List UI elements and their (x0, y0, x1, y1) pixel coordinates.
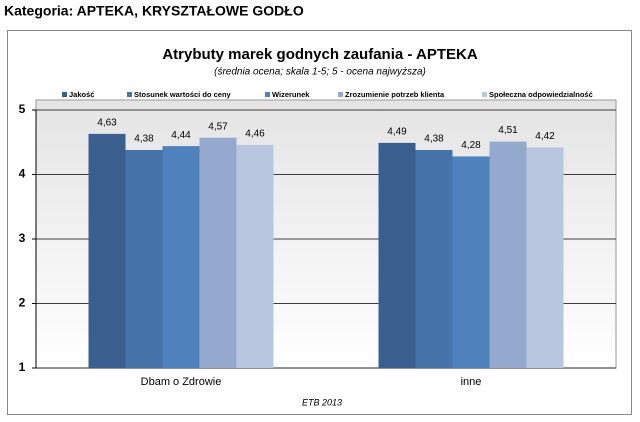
value-label: 4,44 (171, 130, 191, 141)
legend-swatch (482, 92, 487, 97)
legend-swatch (62, 92, 67, 97)
legend-label: Społeczna odpowiedzialność (489, 90, 593, 99)
value-label: 4,51 (498, 125, 518, 136)
bar (452, 156, 490, 368)
bar (125, 149, 163, 368)
value-label: 4,63 (97, 118, 117, 129)
legend-label: Stosunek wartości do ceny (134, 90, 232, 99)
bar (489, 141, 527, 368)
source-note: ETB 2013 (302, 397, 342, 407)
legend-swatch (127, 92, 132, 97)
page-title: Kategoria: APTEKA, KRYSZTAŁOWE GODŁO (4, 3, 304, 19)
value-label: 4,49 (387, 127, 407, 138)
y-tick-label: 3 (19, 231, 26, 245)
bar (199, 137, 237, 368)
value-label: 4,38 (424, 134, 444, 145)
value-label: 4,46 (245, 128, 265, 139)
value-label: 4,28 (461, 140, 481, 151)
bar (162, 146, 200, 368)
bar (415, 149, 453, 368)
y-tick-label: 4 (19, 167, 26, 181)
y-tick-label: 1 (19, 360, 26, 374)
y-tick-label: 5 (19, 102, 26, 116)
bar (526, 147, 564, 368)
y-tick-label: 2 (19, 296, 26, 310)
bar (88, 133, 126, 368)
x-tick-label: Dbam o Zdrowie (141, 376, 222, 388)
legend-swatch (265, 92, 270, 97)
bar (236, 144, 274, 368)
chart-title: Atrybuty marek godnych zaufania - APTEKA (162, 46, 477, 63)
value-label: 4,38 (134, 134, 154, 145)
legend-label: Wizerunek (272, 90, 310, 99)
legend-swatch (338, 92, 343, 97)
legend-label: Zrozumienie potrzeb klienta (345, 90, 445, 99)
chart-subtitle: (średnia ocena; skala 1-5; 5 - ocena naj… (214, 67, 426, 78)
value-label: 4,57 (208, 121, 228, 132)
legend-label: Jakość (69, 90, 94, 99)
x-tick-label: inne (461, 376, 482, 388)
value-label: 4,42 (535, 131, 555, 142)
bar (378, 142, 416, 368)
